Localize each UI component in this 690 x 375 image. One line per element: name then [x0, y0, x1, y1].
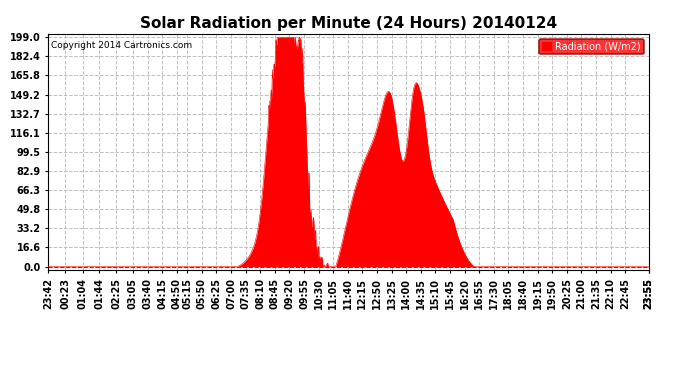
- Text: Copyright 2014 Cartronics.com: Copyright 2014 Cartronics.com: [51, 41, 193, 50]
- Legend: Radiation (W/m2): Radiation (W/m2): [539, 39, 644, 54]
- Title: Solar Radiation per Minute (24 Hours) 20140124: Solar Radiation per Minute (24 Hours) 20…: [140, 16, 557, 31]
